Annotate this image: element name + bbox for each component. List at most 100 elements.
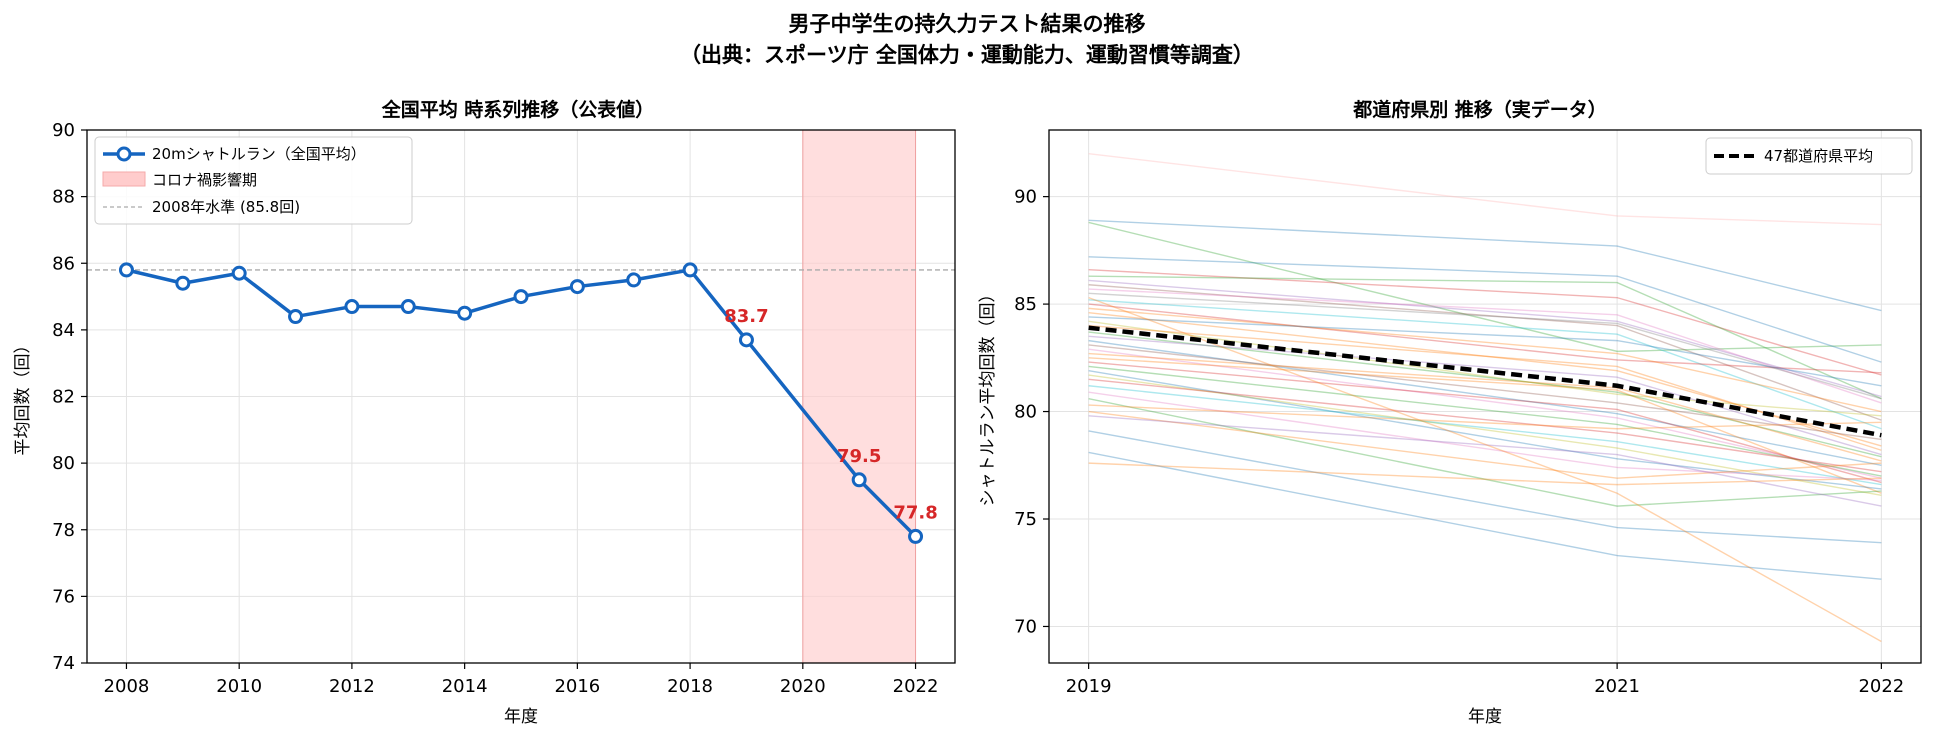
y-tick-label: 86 — [52, 253, 75, 274]
prefecture-line — [1088, 404, 1882, 430]
y-tick-label: 80 — [1014, 402, 1037, 423]
prefecture-line — [1088, 348, 1882, 479]
covid-period-shading — [802, 130, 917, 663]
national-series — [118, 262, 924, 544]
data-value-label: 79.5 — [837, 446, 881, 467]
national-series-line — [126, 268, 917, 538]
prefecture-legend: 47都道府県平均 — [1705, 137, 1913, 175]
prefecture-line — [1088, 462, 1882, 486]
prefecture-plot-frame — [1048, 129, 1922, 664]
legend-series-label: 20mシャトルラン（全国平均） — [152, 145, 366, 163]
x-tick-label: 2020 — [780, 676, 826, 697]
national-chart-title: 全国平均 時系列推移（公表値） — [381, 98, 655, 121]
y-tick-label: 85 — [1014, 294, 1037, 315]
prefecture-line — [1088, 268, 1882, 376]
y-tick-label: 78 — [52, 520, 75, 541]
national-data-labels: 83.7 79.5 77.8 — [724, 306, 938, 524]
prefecture-y-axis-label: シャトルラン平均回数（回） — [978, 286, 998, 507]
legend-series-marker — [116, 146, 132, 162]
national-data-point — [569, 279, 585, 295]
figure-suptitle-line1: 男子中学生の持久力テスト結果の推移 — [789, 12, 1146, 36]
prefecture-axis-ticks: 2019 2021 2022 70 75 80 85 90 — [1014, 187, 1904, 697]
x-tick-label: 2014 — [442, 676, 488, 697]
legend-average-label: 47都道府県平均 — [1764, 147, 1873, 165]
prefecture-line — [1088, 374, 1882, 497]
prefecture-line — [1088, 152, 1882, 226]
national-data-point — [400, 299, 416, 315]
prefecture-line — [1088, 331, 1882, 458]
prefecture-line — [1088, 335, 1882, 456]
national-data-point — [682, 262, 698, 278]
y-tick-label: 70 — [1014, 616, 1037, 637]
prefecture-line — [1088, 288, 1882, 404]
prefecture-line — [1088, 316, 1882, 387]
y-tick-label: 88 — [52, 187, 75, 208]
national-data-point — [175, 275, 191, 291]
y-tick-label: 80 — [52, 453, 75, 474]
prefecture-line — [1088, 256, 1882, 363]
y-tick-label: 84 — [52, 320, 75, 341]
x-tick-label: 2022 — [1858, 676, 1904, 697]
legend-shade-swatch — [102, 171, 146, 187]
prefecture-line — [1088, 370, 1882, 490]
x-tick-label: 2021 — [1594, 676, 1640, 697]
prefecture-line — [1088, 299, 1882, 430]
prefecture-line — [1088, 378, 1882, 473]
prefecture-line — [1088, 292, 1882, 400]
y-tick-label: 76 — [52, 586, 75, 607]
prefecture-lines — [1088, 152, 1882, 643]
prefecture-line — [1088, 339, 1882, 466]
y-tick-label: 90 — [52, 120, 75, 141]
x-tick-label: 2016 — [554, 676, 600, 697]
prefecture-line — [1088, 391, 1882, 482]
national-y-axis-label: 平均回数（回） — [13, 337, 33, 456]
prefecture-line — [1088, 410, 1882, 479]
y-tick-label: 75 — [1014, 509, 1037, 530]
prefecture-line — [1088, 451, 1882, 580]
y-tick-label: 82 — [52, 387, 75, 408]
legend-box — [94, 136, 413, 225]
national-data-point — [513, 289, 529, 305]
prefecture-line — [1088, 357, 1882, 494]
national-data-point — [344, 299, 360, 315]
prefecture-average-line — [1088, 325, 1882, 438]
national-x-axis-label: 年度 — [504, 707, 538, 727]
prefecture-line — [1088, 365, 1882, 477]
prefecture-line — [1088, 397, 1882, 507]
prefecture-line — [1088, 311, 1882, 447]
prefecture-x-axis-label: 年度 — [1468, 707, 1502, 727]
national-data-point — [626, 272, 642, 288]
prefecture-line — [1088, 307, 1882, 413]
prefecture-line — [1088, 385, 1882, 486]
national-data-point — [288, 309, 304, 325]
national-data-point — [738, 332, 754, 348]
prefecture-line — [1088, 279, 1882, 398]
prefecture-line — [1088, 303, 1882, 374]
x-tick-label: 2012 — [329, 676, 375, 697]
legend-shade-label: コロナ禍影響期 — [152, 171, 257, 189]
x-tick-label: 2018 — [667, 676, 713, 697]
data-value-label: 77.8 — [893, 502, 937, 523]
national-data-point — [118, 262, 134, 278]
national-average-chart: 全国平均 時系列推移（公表値） 83.7 79.5 77.8 2008 2010 201… — [13, 98, 956, 727]
average-line — [1088, 325, 1882, 438]
national-data-point — [908, 528, 924, 544]
covid-shade-rect — [802, 130, 916, 663]
national-data-point — [231, 265, 247, 281]
prefecture-line — [1088, 221, 1882, 353]
prefecture-line — [1088, 361, 1882, 484]
prefecture-line — [1088, 219, 1882, 312]
prefecture-line — [1088, 284, 1882, 421]
prefecture-line — [1088, 324, 1882, 451]
data-value-label: 83.7 — [724, 306, 768, 327]
x-tick-label: 2008 — [104, 676, 150, 697]
national-data-point — [851, 472, 867, 488]
legend-ref-label: 2008年水準 (85.8回) — [152, 198, 300, 216]
prefecture-chart: 都道府県別 推移（実データ） 2019 2021 2022 70 75 80 85 90 年度… — [978, 98, 1922, 727]
x-tick-label: 2019 — [1066, 676, 1112, 697]
prefecture-grid — [1049, 130, 1921, 663]
x-tick-label: 2022 — [893, 676, 939, 697]
figure-suptitle-line2: （出典：スポーツ庁 全国体力・運動能力、運動習慣等調査） — [680, 43, 1254, 67]
national-legend: 20mシャトルラン（全国平均） コロナ禍影響期 2008年水準 (85.8回) — [94, 136, 413, 225]
